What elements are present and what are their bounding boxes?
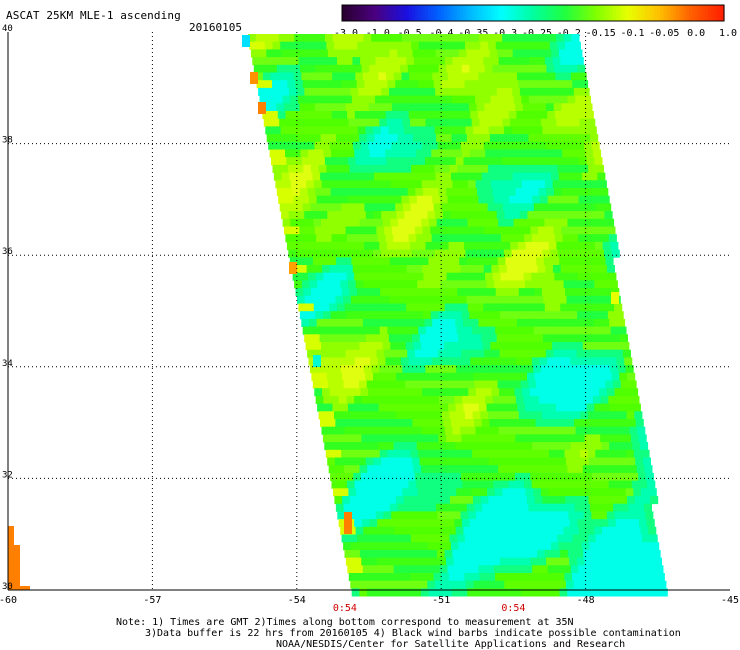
- colorbar-label: 0.0: [687, 28, 705, 39]
- colorbar-label: -0.15: [586, 28, 616, 39]
- colorbar-label: -0.2: [557, 28, 581, 39]
- wind-map[interactable]: -60 -57 -54 -51 -48 -45 30 32 34 36 38 40 0:54 0:54: [0, 0, 740, 615]
- lat-tick-label: 38: [2, 136, 13, 146]
- satellite-swath: [242, 34, 668, 597]
- colorbar-label: -0.05: [649, 28, 679, 39]
- lat-tick-label: 40: [2, 24, 13, 34]
- colorbar-label: 1.0: [719, 28, 737, 39]
- lon-tick-label: -51: [432, 595, 450, 606]
- lat-tick-label: 30: [2, 582, 13, 592]
- colorbar-label: -0.35: [458, 28, 488, 39]
- product-date: 20160105: [189, 21, 242, 34]
- lon-tick-label: -57: [143, 595, 161, 606]
- lon-tick-label: -60: [0, 595, 17, 606]
- lon-tick-label: -45: [721, 595, 739, 606]
- time-label: 0:54: [333, 603, 357, 614]
- note-line-3: NOAA/NESDIS/Center for Satellite Applica…: [276, 639, 626, 650]
- lon-tick-label: -48: [577, 595, 595, 606]
- colorbar-label: -3.0: [334, 28, 358, 39]
- lat-tick-label: 32: [2, 470, 13, 480]
- colorbar-label: -1.0: [366, 28, 390, 39]
- note-line-2: 3)Data buffer is 22 hrs from 20160105 4)…: [145, 628, 681, 639]
- colorbar-label: -0.25: [522, 28, 552, 39]
- legend-histogram-bars: [8, 526, 30, 590]
- time-label: 0:54: [501, 603, 525, 614]
- color-scale-bar: -3.0 -1.0 -0.5 -0.4 -0.35 -0.3 -0.25 -0.2 -0.15-…: [334, 4, 737, 39]
- lon-tick-label: -54: [288, 595, 306, 606]
- lat-tick-label: 34: [2, 359, 13, 369]
- product-title: ASCAT 25KM MLE-1 ascending: [6, 9, 181, 22]
- colorbar-label: -0.3: [493, 28, 517, 39]
- lat-tick-label: 36: [2, 247, 13, 257]
- colorbar-label: -0.5: [398, 28, 422, 39]
- colorbar-label: -0.1: [620, 28, 644, 39]
- lat-lon-gridlines: [7, 32, 730, 591]
- colorbar-label: -0.4: [429, 28, 453, 39]
- note-line-1: Note: 1) Times are GMT 2)Times along bot…: [116, 617, 574, 628]
- axis-tick-labels: -60 -57 -54 -51 -48 -45 30 32 34 36 38 40 0:54 0:54: [0, 24, 739, 614]
